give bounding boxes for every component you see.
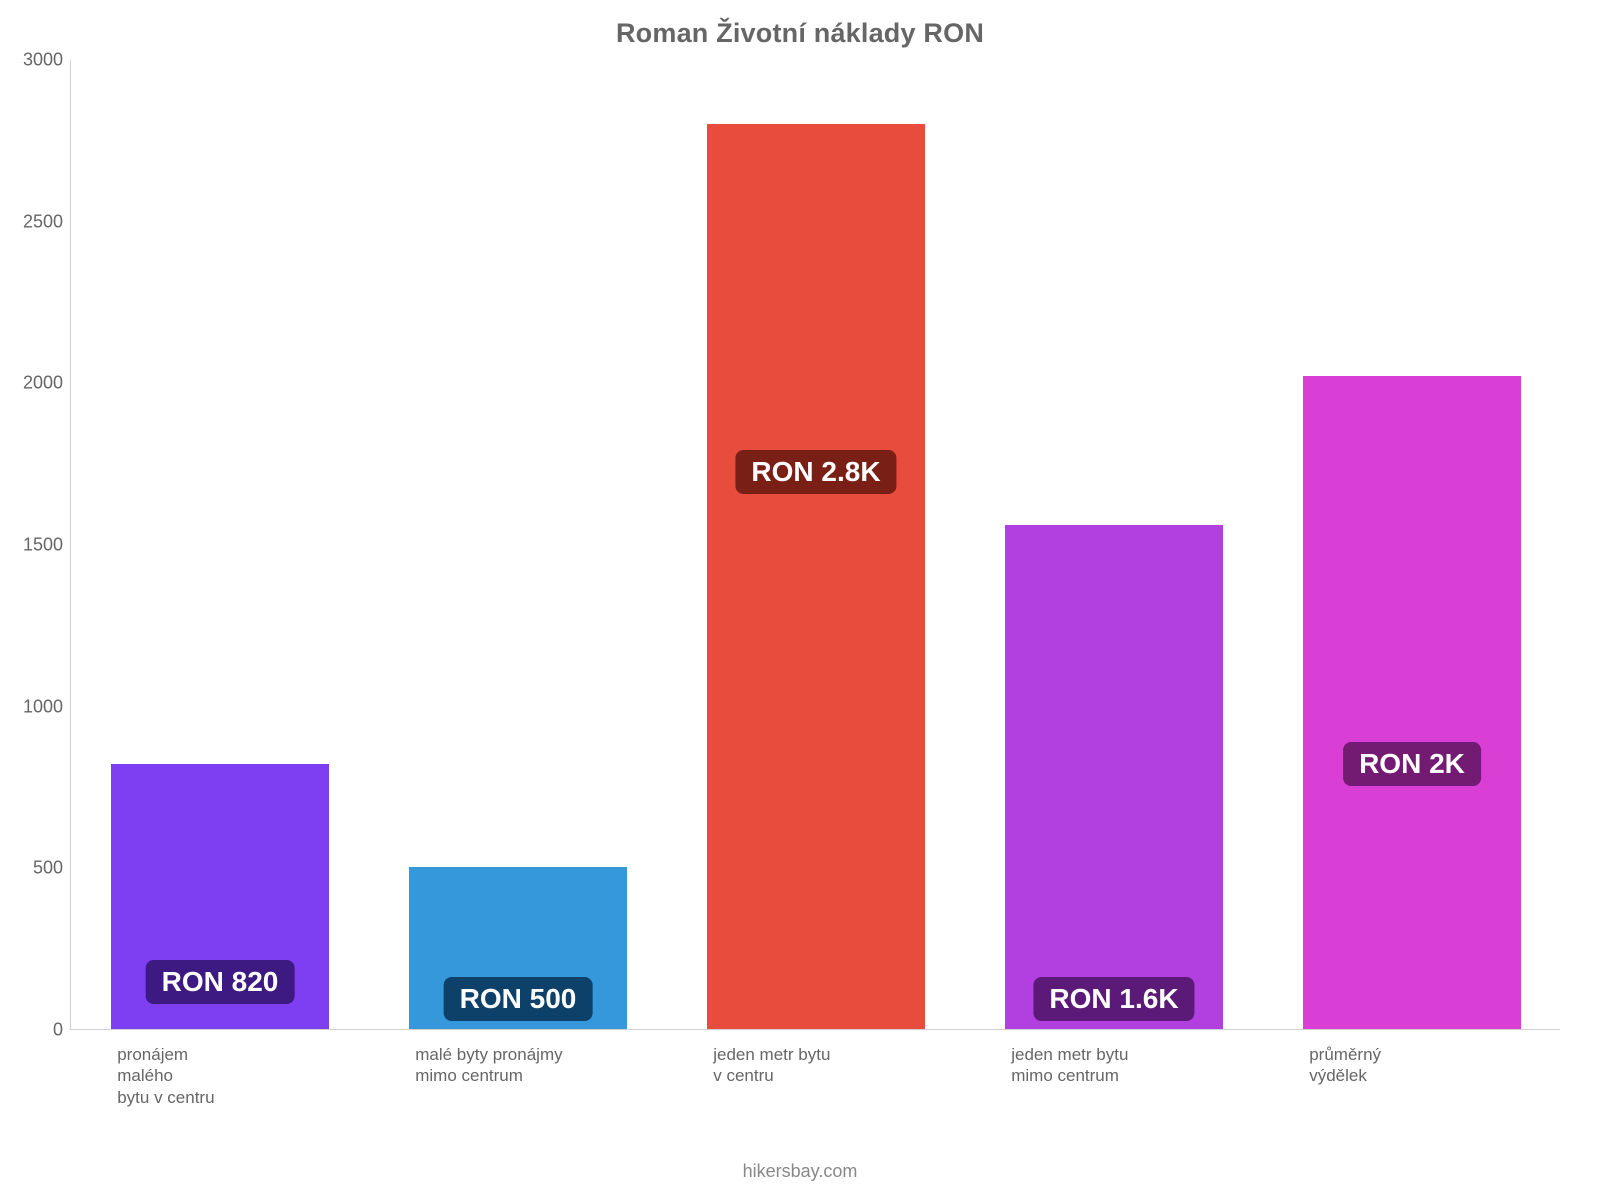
x-tick-label: jeden metr bytu v centru xyxy=(713,1044,961,1087)
x-tick-label: průměrný výdělek xyxy=(1309,1044,1557,1087)
x-tick-label: pronájem malého bytu v centru xyxy=(117,1044,365,1108)
y-tick-label: 0 xyxy=(11,1020,63,1041)
bar: RON 500 xyxy=(409,867,627,1029)
value-badge: RON 2.8K xyxy=(735,450,896,494)
x-tick-label: jeden metr bytu mimo centrum xyxy=(1011,1044,1259,1087)
bar: RON 2.8K xyxy=(707,124,925,1029)
value-badge: RON 820 xyxy=(146,960,295,1004)
value-badge: RON 500 xyxy=(444,977,593,1021)
chart-container: Roman Životní náklady RON 05001000150020… xyxy=(0,0,1600,1200)
value-badge: RON 2K xyxy=(1343,742,1481,786)
y-tick-label: 1000 xyxy=(11,696,63,717)
y-tick-label: 1500 xyxy=(11,535,63,556)
bar: RON 820 xyxy=(111,764,329,1029)
bar: RON 1.6K xyxy=(1005,525,1223,1029)
y-tick-label: 500 xyxy=(11,858,63,879)
y-tick-label: 2500 xyxy=(11,211,63,232)
chart-title: Roman Životní náklady RON xyxy=(0,18,1600,49)
x-tick-label: malé byty pronájmy mimo centrum xyxy=(415,1044,663,1087)
value-badge: RON 1.6K xyxy=(1033,977,1194,1021)
y-tick-label: 3000 xyxy=(11,50,63,71)
bar: RON 2K xyxy=(1303,376,1521,1029)
plot-area: 050010001500200025003000RON 820pronájem … xyxy=(70,60,1560,1030)
y-tick-label: 2000 xyxy=(11,373,63,394)
attribution: hikersbay.com xyxy=(0,1161,1600,1182)
